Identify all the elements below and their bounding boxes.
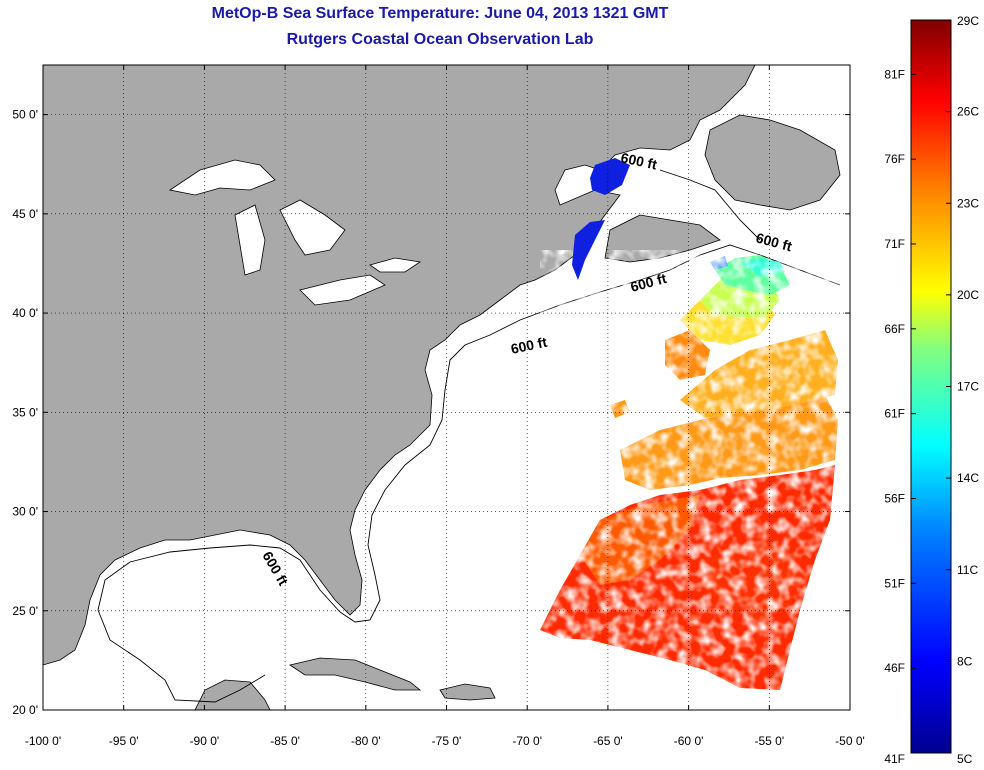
colorbar-celsius-label: 8C [957, 654, 973, 668]
colorbar-fahrenheit-labels: 41F 46F 51F 56F 61F 66F 71F 76F 81F [884, 67, 916, 766]
sst-swath [540, 250, 840, 690]
colorbar-fahrenheit-label: 66F [884, 322, 905, 336]
map-subtitle: Rutgers Coastal Ocean Observation Lab [286, 31, 594, 48]
lon-tick-label: -65 0' [593, 734, 623, 748]
colorbar-celsius-label: 14C [957, 471, 979, 485]
lat-tick-label: 30 0' [12, 505, 38, 519]
colorbar-celsius-label: 20C [957, 288, 979, 302]
lat-tick-label: 35 0' [12, 405, 38, 419]
colorbar-celsius-label: 17C [957, 380, 979, 394]
land-north-america [43, 65, 756, 666]
colorbar-fahrenheit-label: 46F [884, 661, 905, 675]
contour-label: 600 ft [509, 334, 548, 357]
colorbar-celsius-labels: 5C 8C 11C 14C 17C 20C 23C 26C 29C [946, 14, 979, 766]
colorbar-celsius-label: 11C [957, 563, 978, 577]
lon-tick-label: -100 0' [25, 734, 61, 748]
colorbar-celsius-label: 23C [957, 196, 979, 210]
colorbar-fahrenheit-label: 41F [884, 752, 905, 766]
colorbar-fahrenheit-label: 81F [884, 67, 905, 81]
map-title: MetOp-B Sea Surface Temperature: June 04… [211, 5, 669, 22]
lat-tick-label: 45 0' [12, 207, 38, 221]
latitude-tick-labels: 20 0' 25 0' 30 0' 35 0' 40 0' 45 0' 50 0' [12, 108, 38, 717]
contour-label: 600 ft [619, 149, 658, 172]
sst-bay-of-fundy-blue [572, 220, 605, 280]
lon-tick-label: -55 0' [754, 734, 784, 748]
colorbar-fahrenheit-label: 71F [884, 237, 905, 251]
colorbar [910, 19, 952, 754]
lon-tick-label: -85 0' [270, 734, 300, 748]
lon-tick-label: -50 0' [835, 734, 865, 748]
map-frame [42, 64, 851, 711]
lon-tick-label: -70 0' [512, 734, 542, 748]
colorbar-celsius-label: 29C [957, 14, 979, 28]
lon-tick-label: -80 0' [351, 734, 381, 748]
lat-tick-label: 20 0' [12, 703, 38, 717]
lon-tick-label: -95 0' [109, 734, 139, 748]
land-hispaniola [439, 683, 496, 701]
longitude-tick-labels: -100 0' -95 0' -90 0' -85 0' -80 0' -75 0' -70… [25, 734, 865, 748]
lat-tick-label: 50 0' [12, 108, 38, 122]
land-cuba [289, 657, 422, 691]
lon-tick-label: -75 0' [432, 734, 462, 748]
colorbar-fahrenheit-label: 56F [884, 491, 905, 505]
colorbar-celsius-label: 26C [957, 105, 979, 119]
great-lakes [168, 159, 422, 306]
colorbar-fahrenheit-label: 51F [884, 576, 905, 590]
colorbar-fahrenheit-label: 61F [884, 407, 905, 421]
land-yucatan [194, 679, 271, 710]
lon-tick-label: -90 0' [190, 734, 220, 748]
sst-saguenay-blue [590, 158, 630, 195]
lat-tick-label: 40 0' [12, 306, 38, 320]
colorbar-celsius-label: 5C [957, 752, 973, 766]
land-newfoundland [704, 114, 841, 211]
lat-tick-label: 25 0' [12, 604, 38, 618]
lon-tick-label: -60 0' [674, 734, 704, 748]
colorbar-fahrenheit-label: 76F [884, 152, 905, 166]
